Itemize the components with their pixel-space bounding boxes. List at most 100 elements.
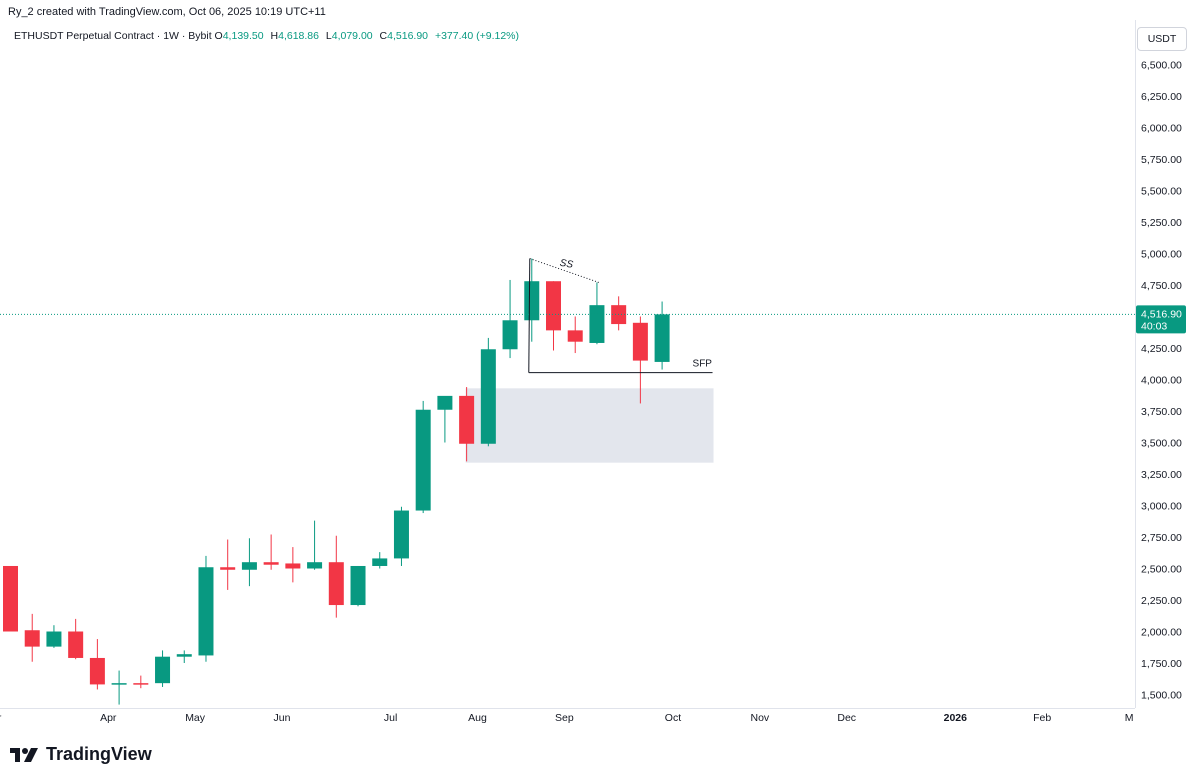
last-price-tag: [1136, 305, 1186, 334]
candle-body: [459, 395, 475, 444]
last-price-value: 4,516.90: [1141, 308, 1182, 320]
candle: [24, 613, 40, 662]
y-tick-label: 6,000.00: [1141, 123, 1182, 135]
tradingview-logo-icon: [10, 747, 38, 762]
candles-layer: [3, 258, 670, 705]
candle-body: [198, 567, 214, 656]
candle: [307, 520, 323, 570]
change-value: +377.40 (+9.12%): [434, 30, 519, 42]
sfp-vertical-line: [528, 258, 531, 373]
candle-body: [241, 562, 257, 570]
price-axis: 6,500.00 6,250.00 6,000.00 5,750.00 5,500.00…: [0, 20, 1182, 709]
candle: [502, 279, 518, 359]
x-tick-label: Aug: [468, 712, 487, 724]
candle-body: [155, 656, 171, 684]
y-tick-label: 4,750.00: [1141, 280, 1182, 292]
candle-body: [350, 565, 366, 606]
candle-body: [632, 322, 648, 361]
x-tick-label: Jun: [274, 712, 291, 724]
candle-body: [589, 305, 605, 343]
candle: [480, 337, 496, 447]
x-tick-label: r: [0, 712, 2, 724]
candle: [459, 387, 475, 462]
candle-body: [68, 631, 84, 658]
candle-body: [328, 562, 344, 606]
candle-body: [307, 562, 323, 569]
ss-label: SS: [559, 258, 574, 271]
candle-body: [415, 409, 431, 511]
candle: [68, 618, 84, 660]
candle: [155, 650, 171, 687]
candle: [589, 282, 605, 345]
y-tick-label: 5,750.00: [1141, 154, 1182, 166]
support-zone-layer: [465, 388, 714, 463]
x-tick-label: Oct: [665, 712, 681, 724]
candle-body: [89, 657, 105, 685]
time-axis: r Apr May Jun Jul Aug Sep Oct Nov Dec 2026 Feb M: [0, 712, 1133, 724]
tradingview-wordmark: TradingView: [46, 744, 152, 764]
y-tick-label: 2,250.00: [1141, 595, 1182, 607]
candle-body: [3, 565, 18, 632]
low-value: 4,079.00: [331, 30, 373, 42]
y-tick-label: 1,750.00: [1141, 658, 1182, 670]
candle: [372, 552, 388, 569]
y-tick-label: 5,000.00: [1141, 249, 1182, 261]
candle: [285, 547, 301, 583]
candle-body: [567, 330, 583, 342]
x-tick-label: Jul: [384, 712, 397, 724]
x-tick-label: M: [1125, 712, 1134, 724]
candle: [176, 650, 192, 663]
high-label: H: [270, 30, 279, 42]
candle: [241, 538, 257, 587]
candle-body: [133, 683, 149, 685]
y-tick-label: 5,250.00: [1141, 217, 1182, 229]
fvg-zone-rect: [465, 388, 714, 463]
candle: [437, 395, 453, 443]
candle-body: [372, 558, 388, 566]
symbol-legend: ETHUSDT Perpetual Contract · 1W · Bybit …: [14, 30, 523, 42]
candle-body: [546, 281, 561, 331]
candle: [89, 639, 105, 690]
candle-body: [502, 320, 518, 350]
y-tick-label: 4,000.00: [1141, 375, 1182, 387]
ss-dotted-line: [529, 258, 600, 283]
low-label: L: [325, 30, 332, 42]
x-tick-label: Dec: [837, 712, 856, 724]
candle: [393, 506, 409, 566]
x-tick-label: Apr: [100, 712, 117, 724]
candle-body: [285, 563, 301, 569]
last-price-countdown: 40:03: [1141, 320, 1167, 332]
candle: [328, 535, 344, 618]
candle: [3, 565, 18, 632]
candle: [133, 675, 149, 689]
candle: [654, 301, 670, 370]
y-tick-label: 2,500.00: [1141, 564, 1182, 576]
y-tick-label: 2,750.00: [1141, 532, 1182, 544]
y-tick-label: 3,750.00: [1141, 406, 1182, 418]
currency-button[interactable]: USDT: [1137, 27, 1187, 51]
x-tick-label: Nov: [750, 712, 769, 724]
open-label: O: [214, 30, 223, 42]
y-tick-label: 3,250.00: [1141, 469, 1182, 481]
candle: [46, 625, 62, 648]
candle-body: [654, 314, 670, 362]
chart-credit-text: Ry_2 created with TradingView.com, Oct 0…: [8, 6, 326, 18]
x-tick-label: Sep: [555, 712, 574, 724]
y-tick-label: 1,500.00: [1141, 690, 1182, 702]
y-tick-label: 5,500.00: [1141, 186, 1182, 198]
sfp-label: SFP: [693, 359, 713, 370]
y-tick-label: 6,250.00: [1141, 91, 1182, 103]
x-tick-label: Feb: [1033, 712, 1051, 724]
candle: [632, 316, 648, 404]
candle: [524, 258, 540, 342]
candle: [198, 555, 214, 662]
candle-body: [263, 562, 279, 565]
annotations-layer: SS SFP: [528, 258, 713, 374]
tradingview-logo[interactable]: TradingView: [10, 744, 152, 765]
open-value: 4,139.50: [222, 30, 264, 42]
candle: [263, 534, 279, 570]
close-label: C: [379, 30, 388, 42]
candle-body: [111, 683, 127, 685]
